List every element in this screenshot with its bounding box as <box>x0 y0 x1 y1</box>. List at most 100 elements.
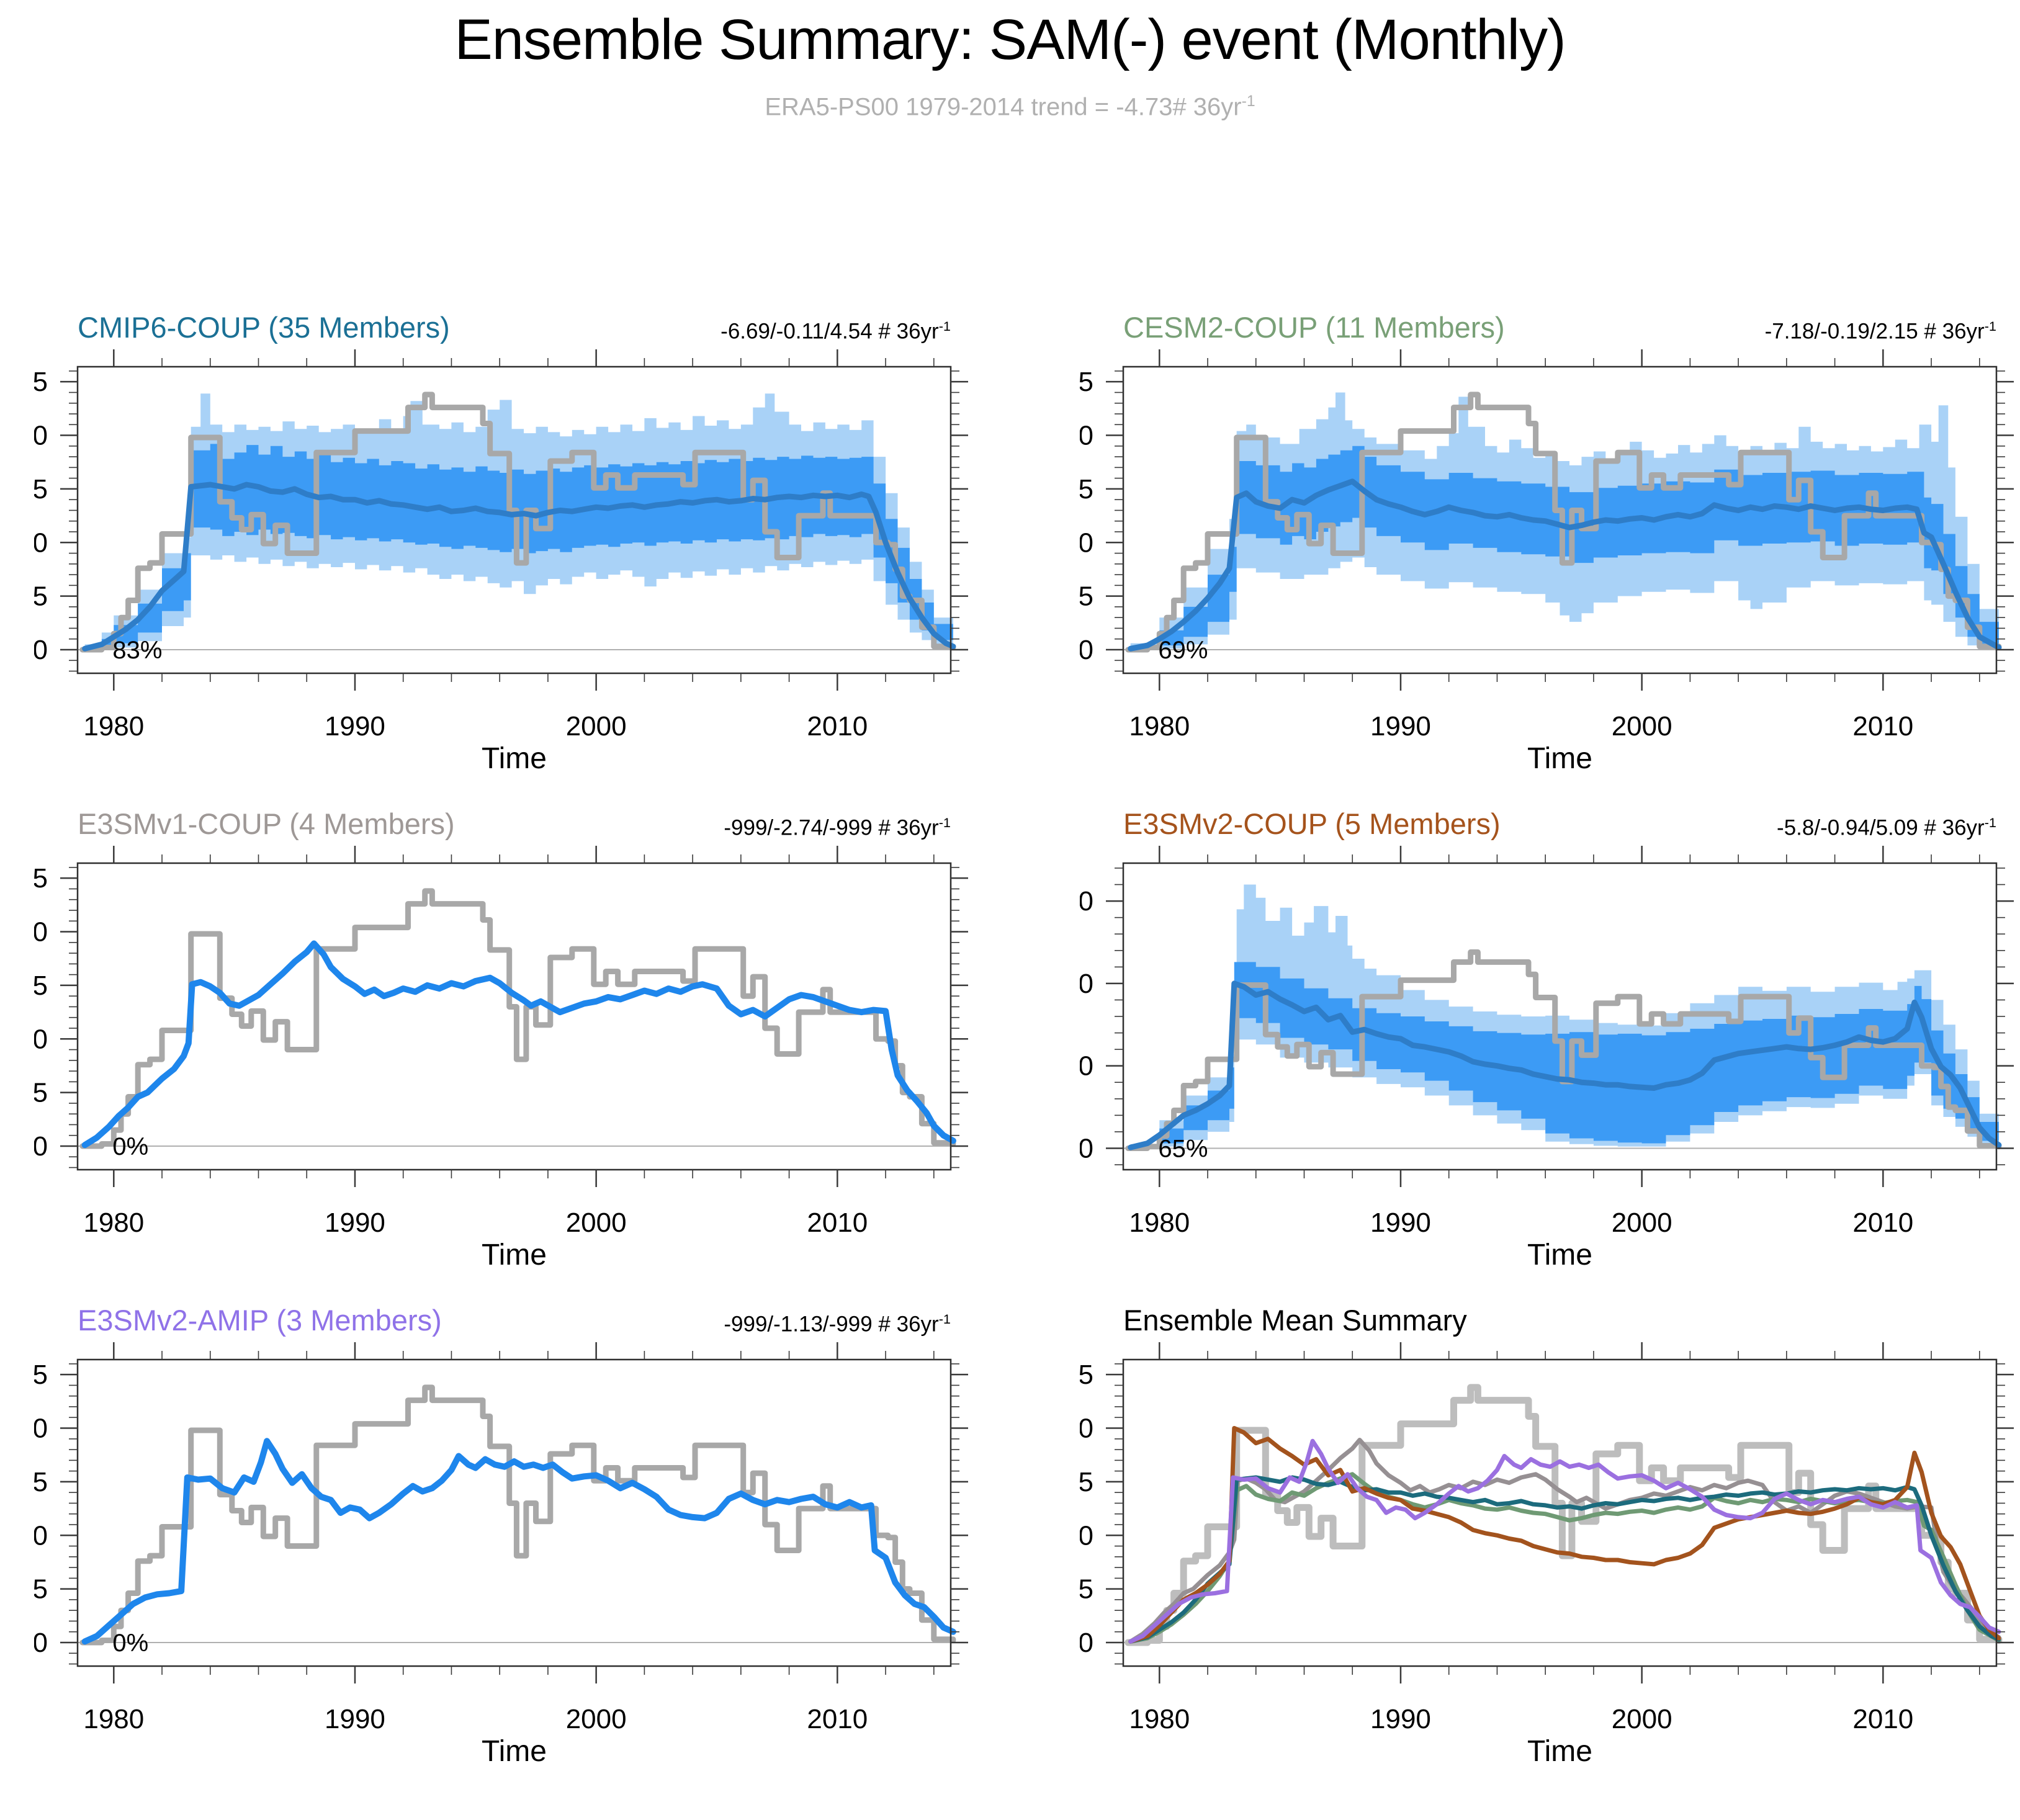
panel-header: E3SMv2-COUP (5 Members) -5.8/-0.94/5.09 … <box>1080 804 2020 845</box>
plot-area: 1980 1990 2000 2010 0 5 10 15 20 25 69% <box>1080 348 2020 790</box>
svg-text:1980: 1980 <box>1129 711 1190 742</box>
svg-text:2010: 2010 <box>1852 711 1913 742</box>
trend-annotation: -999/-2.74/-999 # 36yr-1 <box>724 815 951 840</box>
panel-e3smv2-coup: E3SMv2-COUP (5 Members) -5.8/-0.94/5.09 … <box>1080 804 2020 1300</box>
trend-annotation: -7.18/-0.19/2.15 # 36yr-1 <box>1764 318 1996 344</box>
svg-text:15: 15 <box>1080 474 1093 504</box>
panel-title: E3SMv2-COUP (5 Members) <box>1123 807 1501 840</box>
svg-text:5: 5 <box>34 1574 48 1605</box>
percent-annotation: 69% <box>1158 637 1208 664</box>
panel-cesm2-coup: CESM2-COUP (11 Members) -7.18/-0.19/2.15… <box>1080 307 2020 804</box>
svg-text:20: 20 <box>34 917 48 948</box>
plot-svg-3: 1980 1990 2000 2010 0 10 20 30 65% <box>1080 846 2014 1238</box>
page-subtitle: ERA5-PS00 1979-2014 trend = -4.73# 36yr-… <box>765 93 1255 121</box>
svg-text:1990: 1990 <box>325 711 385 742</box>
svg-text:15: 15 <box>34 971 48 1001</box>
svg-text:20: 20 <box>1080 969 1093 999</box>
panel-header: E3SMv2-AMIP (3 Members) -999/-1.13/-999 … <box>34 1300 974 1341</box>
svg-text:2000: 2000 <box>1612 1704 1672 1734</box>
svg-text:5: 5 <box>34 1078 48 1108</box>
svg-text:1980: 1980 <box>83 1704 144 1734</box>
svg-text:2010: 2010 <box>1852 1208 1913 1238</box>
svg-text:2000: 2000 <box>1612 711 1672 742</box>
svg-text:10: 10 <box>34 1520 48 1551</box>
svg-text:25: 25 <box>1080 367 1093 397</box>
panel-title: CMIP6-COUP (35 Members) <box>78 311 450 344</box>
svg-text:15: 15 <box>1080 1467 1093 1497</box>
plot-area: 1980 1990 2000 2010 0 5 10 15 20 25 0% <box>34 845 974 1286</box>
x-axis-title: Time <box>1527 742 1592 775</box>
plot-svg-4: 1980 1990 2000 2010 0 5 10 15 20 25 0% <box>34 1342 968 1734</box>
svg-text:2000: 2000 <box>566 1208 627 1238</box>
plot-area: 1980 1990 2000 2010 0 5 10 15 20 25 83% <box>34 348 974 790</box>
svg-text:1990: 1990 <box>1370 1704 1431 1734</box>
svg-text:30: 30 <box>1080 886 1093 917</box>
svg-text:10: 10 <box>1080 527 1093 558</box>
percent-annotation: 83% <box>112 637 162 664</box>
x-axis-title: Time <box>1527 1239 1592 1271</box>
svg-text:25: 25 <box>34 367 48 397</box>
x-axis-title: Time <box>482 1239 547 1271</box>
trend-annotation: -5.8/-0.94/5.09 # 36yr-1 <box>1777 815 1996 840</box>
svg-text:10: 10 <box>1080 1520 1093 1551</box>
x-axis-title: Time <box>482 1735 547 1768</box>
svg-text:1980: 1980 <box>1129 1208 1190 1238</box>
svg-text:20: 20 <box>1080 1414 1093 1444</box>
svg-text:1980: 1980 <box>1129 1704 1190 1734</box>
svg-text:0: 0 <box>34 635 48 665</box>
svg-text:2010: 2010 <box>1852 1704 1913 1734</box>
svg-text:10: 10 <box>34 527 48 558</box>
panel-cmip6-coup: CMIP6-COUP (35 Members) -6.69/-0.11/4.54… <box>34 307 974 804</box>
svg-text:20: 20 <box>1080 421 1093 451</box>
panel-e3smv1-coup: E3SMv1-COUP (4 Members) -999/-2.74/-999 … <box>34 804 974 1300</box>
panel-e3smv2-amip: E3SMv2-AMIP (3 Members) -999/-1.13/-999 … <box>34 1300 974 1796</box>
panel-title: E3SMv1-COUP (4 Members) <box>78 807 455 840</box>
svg-text:0: 0 <box>1080 1133 1093 1163</box>
svg-text:5: 5 <box>34 581 48 612</box>
plot-svg-0: 1980 1990 2000 2010 0 5 10 15 20 25 83% <box>34 349 968 742</box>
plot-area: 1980 1990 2000 2010 0 5 10 15 20 25 0% <box>34 1341 974 1783</box>
x-axis-title: Time <box>1527 1735 1592 1768</box>
panel-header: CESM2-COUP (11 Members) -7.18/-0.19/2.15… <box>1080 307 2020 348</box>
percent-annotation: 0% <box>112 1133 148 1160</box>
panel-header: CMIP6-COUP (35 Members) -6.69/-0.11/4.54… <box>34 307 974 348</box>
panel-ensemble-mean-summary: Ensemble Mean Summary 1980 1990 2000 2010 0 5… <box>1080 1300 2020 1796</box>
subtitle-superscript: -1 <box>1241 93 1255 110</box>
page-title: Ensemble Summary: SAM(-) event (Monthly) <box>454 8 1566 71</box>
svg-text:25: 25 <box>34 1360 48 1390</box>
panel-header: E3SMv1-COUP (4 Members) -999/-2.74/-999 … <box>34 804 974 845</box>
trend-annotation: -999/-1.13/-999 # 36yr-1 <box>724 1311 951 1337</box>
percent-annotation: 0% <box>112 1629 148 1657</box>
svg-text:0: 0 <box>34 1628 48 1658</box>
plot-svg-1: 1980 1990 2000 2010 0 5 10 15 20 25 69% <box>1080 349 2014 742</box>
svg-text:25: 25 <box>34 863 48 894</box>
svg-text:2010: 2010 <box>807 711 868 742</box>
panel-header: Ensemble Mean Summary <box>1080 1300 2020 1341</box>
svg-text:5: 5 <box>1080 581 1093 612</box>
svg-text:15: 15 <box>34 1467 48 1497</box>
svg-text:2000: 2000 <box>566 711 627 742</box>
trend-annotation: -6.69/-0.11/4.54 # 36yr-1 <box>720 318 951 344</box>
svg-text:25: 25 <box>1080 1360 1093 1390</box>
svg-text:15: 15 <box>34 474 48 504</box>
svg-text:1990: 1990 <box>1370 1208 1431 1238</box>
panel-title: CESM2-COUP (11 Members) <box>1123 311 1505 344</box>
panel-title: E3SMv2-AMIP (3 Members) <box>78 1304 442 1337</box>
svg-text:0: 0 <box>34 1131 48 1162</box>
svg-text:1990: 1990 <box>1370 711 1431 742</box>
svg-text:2000: 2000 <box>1612 1208 1672 1238</box>
plot-area: 1980 1990 2000 2010 0 10 20 30 65% <box>1080 845 2020 1286</box>
panel-title: Ensemble Mean Summary <box>1123 1304 1467 1337</box>
svg-text:20: 20 <box>34 1414 48 1444</box>
svg-text:2010: 2010 <box>807 1704 868 1734</box>
plot-svg-2: 1980 1990 2000 2010 0 5 10 15 20 25 0% <box>34 846 968 1238</box>
svg-text:10: 10 <box>1080 1051 1093 1082</box>
percent-annotation: 65% <box>1158 1135 1208 1162</box>
svg-text:0: 0 <box>1080 635 1093 665</box>
svg-text:1980: 1980 <box>83 1208 144 1238</box>
svg-text:2010: 2010 <box>807 1208 868 1238</box>
svg-text:20: 20 <box>34 421 48 451</box>
svg-text:1990: 1990 <box>325 1208 385 1238</box>
svg-text:1990: 1990 <box>325 1704 385 1734</box>
svg-text:1980: 1980 <box>83 711 144 742</box>
